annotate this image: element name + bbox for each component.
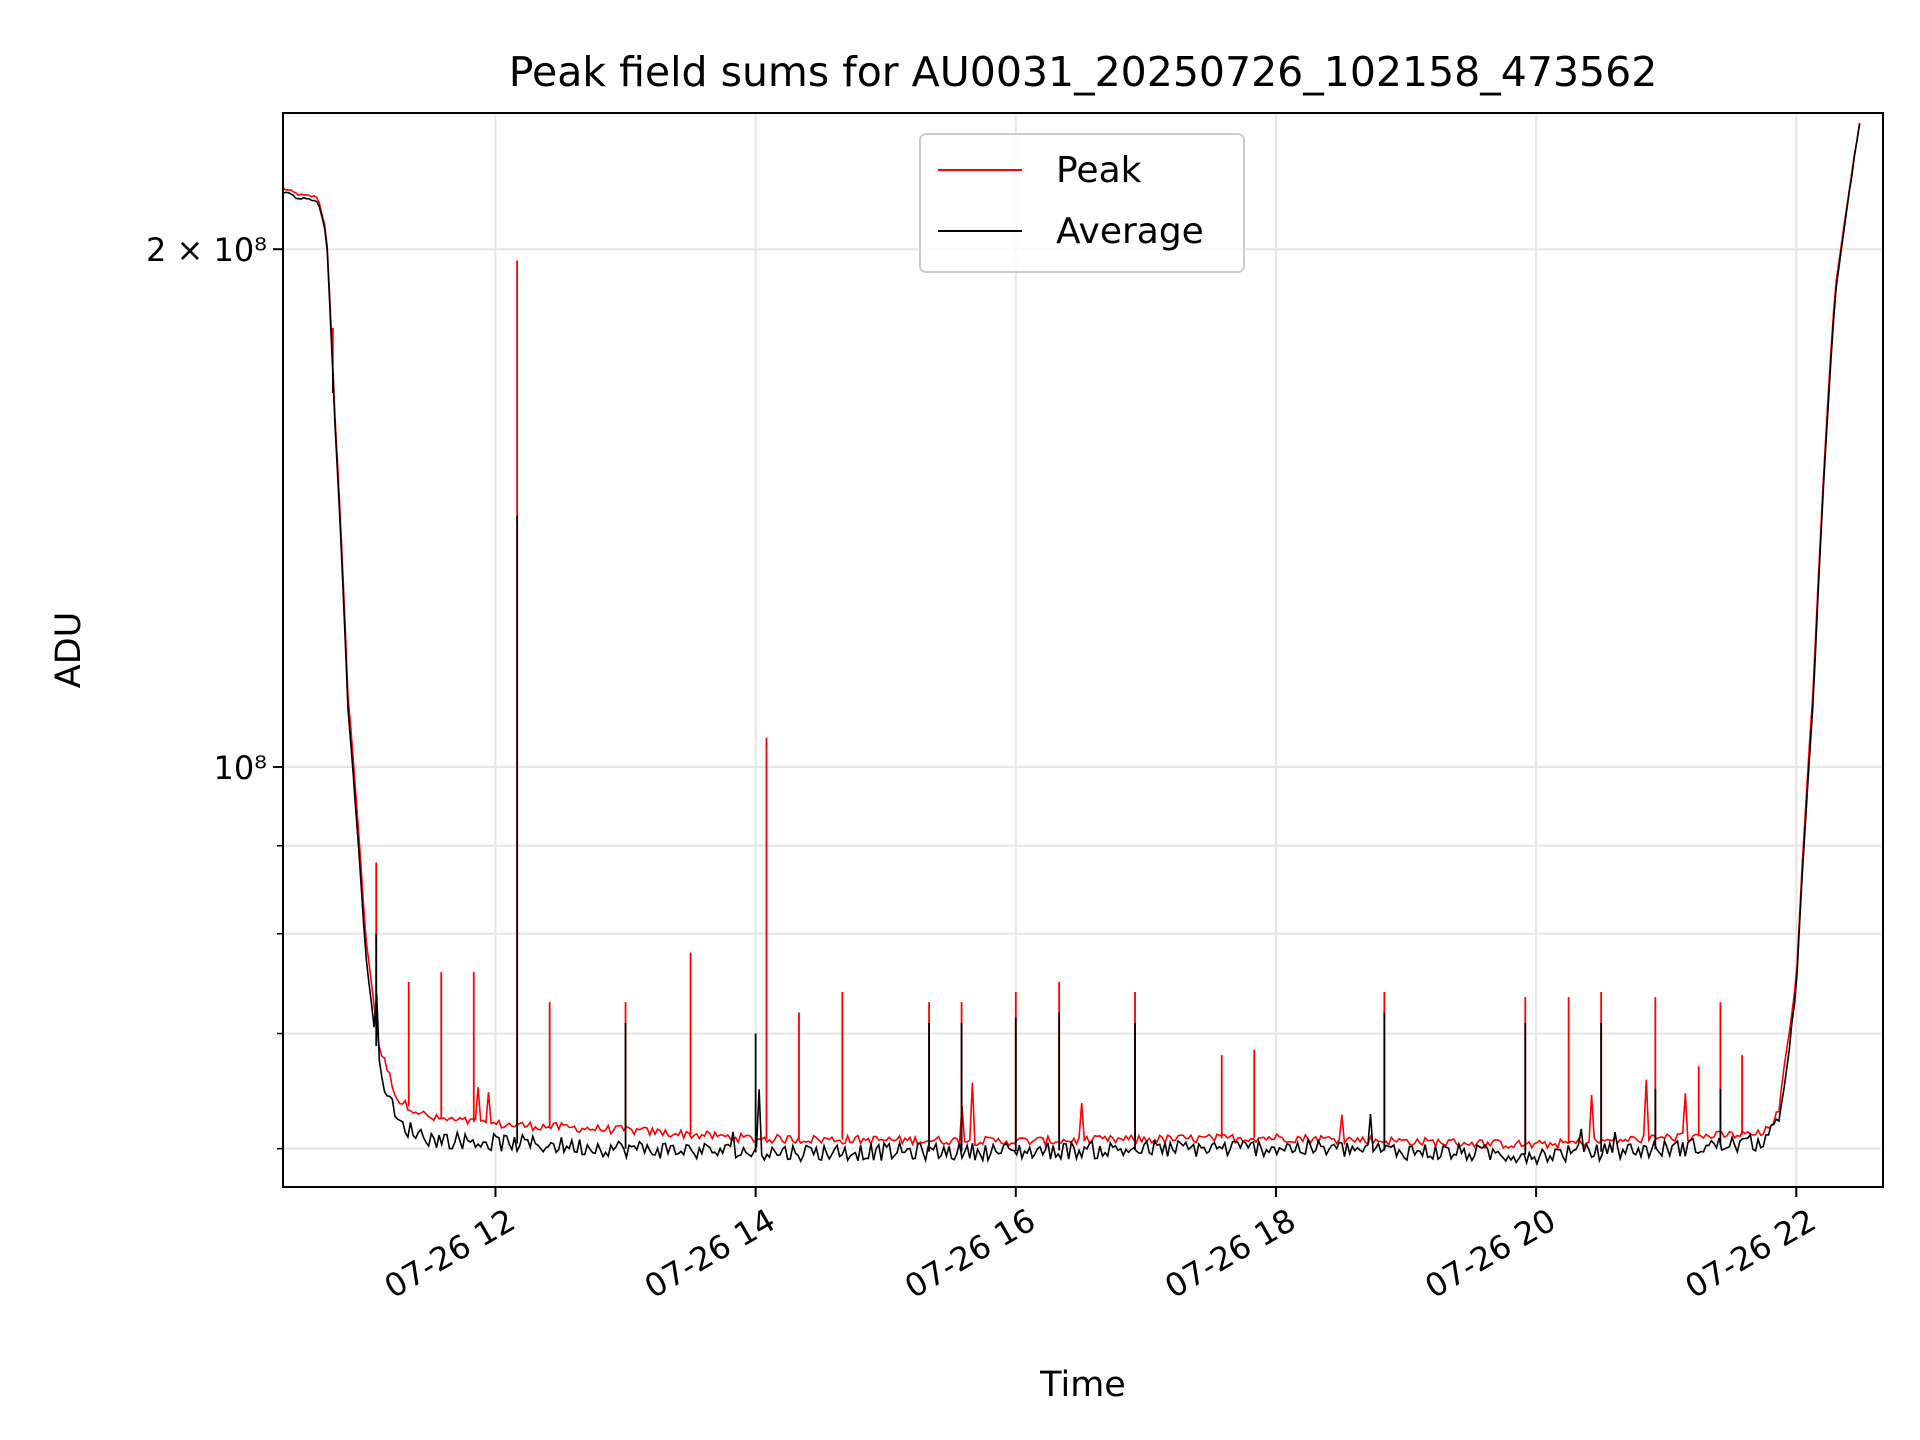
chart-title: Peak field sums for AU0031_20250726_1021… xyxy=(509,48,1658,96)
legend-box xyxy=(919,133,1245,273)
grid xyxy=(283,113,1883,1187)
y-tick-label: 2 × 10⁸ xyxy=(146,231,267,269)
x-axis-label: Time xyxy=(1039,1365,1126,1405)
plot-frame xyxy=(282,112,1884,1188)
y-axis-label: ADU xyxy=(49,612,89,689)
series-layer xyxy=(283,122,1861,1167)
legend-label-average: Average xyxy=(1056,211,1204,252)
legend-label-peak: Peak xyxy=(1056,150,1142,191)
series-line-average xyxy=(283,123,1861,1167)
y-tick-label: 10⁸ xyxy=(213,749,267,787)
legend: Peak Average xyxy=(919,133,1245,273)
